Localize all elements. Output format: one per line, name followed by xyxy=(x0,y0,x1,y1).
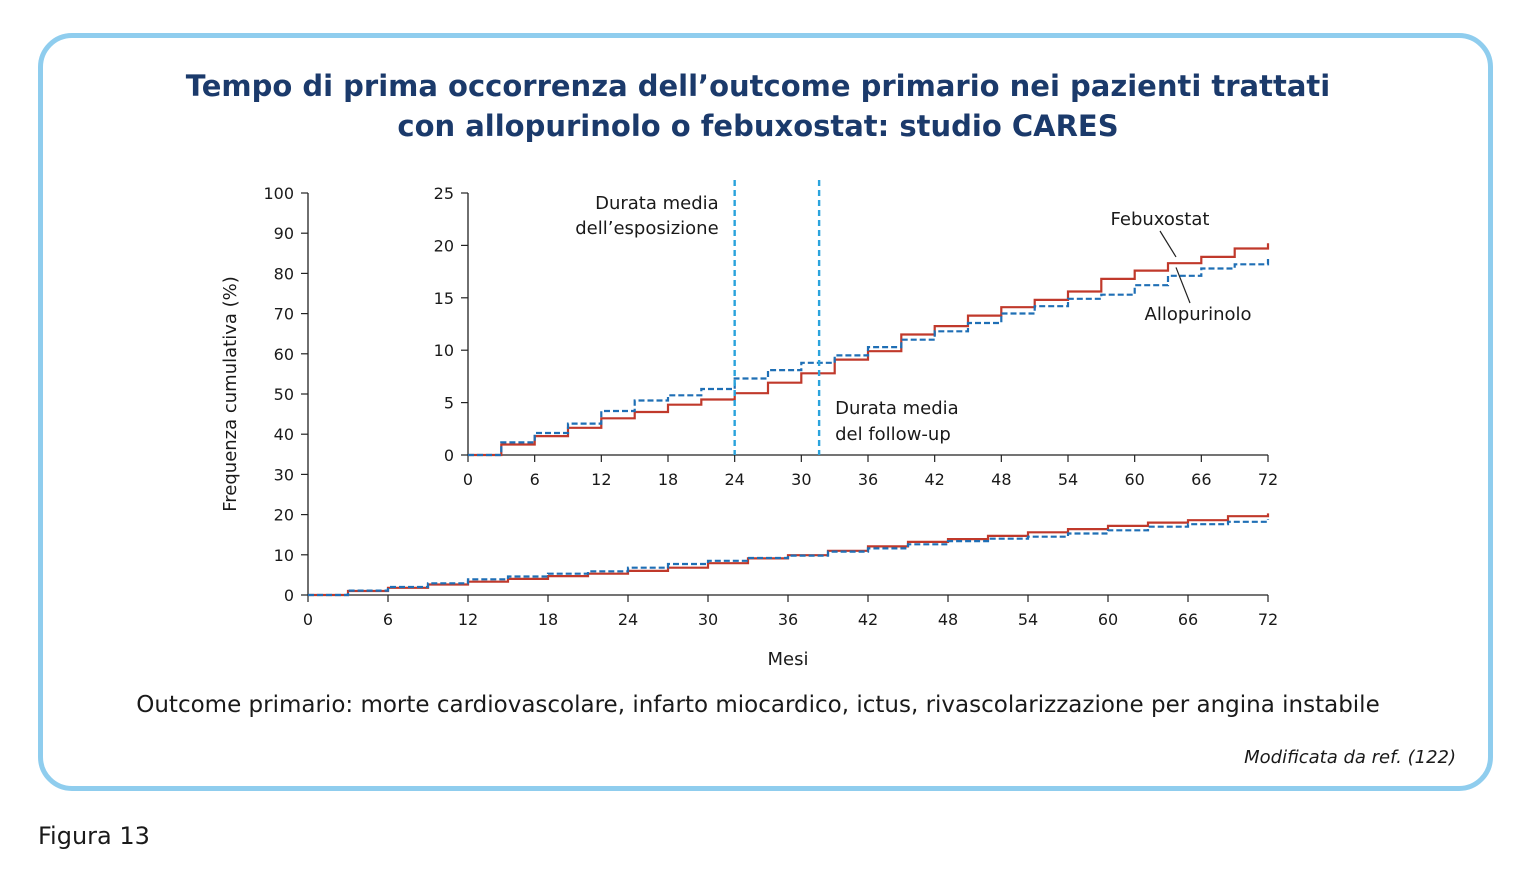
main-x-tick-label: 48 xyxy=(938,610,958,629)
inset-x-tick-label: 36 xyxy=(858,470,878,489)
main-y-tick-label: 20 xyxy=(274,506,294,525)
inset-y-tick-label: 0 xyxy=(444,446,454,465)
chart-title-line-1: Tempo di prima occorrenza dell’outcome p… xyxy=(185,69,1331,103)
main-x-tick-label: 66 xyxy=(1178,610,1198,629)
vline-2-label-line-2: del follow-up xyxy=(835,424,951,445)
main-y-tick-label: 100 xyxy=(263,184,294,203)
inset-x-tick-label: 12 xyxy=(591,470,611,489)
inset-x-tick-label: 24 xyxy=(724,470,744,489)
inset-x-tick-label: 42 xyxy=(924,470,944,489)
main-y-tick-label: 0 xyxy=(284,586,294,605)
inset-x-tick-label: 54 xyxy=(1058,470,1078,489)
inset-x-tick-label: 0 xyxy=(463,470,473,489)
main-x-tick-label: 60 xyxy=(1098,610,1118,629)
vline-2-label-line-1: Durata media xyxy=(835,398,959,419)
vline-1-label-line-2: dell’esposizione xyxy=(575,218,718,239)
main-x-tick-label: 18 xyxy=(538,610,558,629)
main-x-tick-label: 72 xyxy=(1258,610,1278,629)
inset-y-tick-label: 15 xyxy=(434,289,454,308)
source-note: Modificata da ref. (122) xyxy=(1244,747,1456,768)
main-x-tick-label: 54 xyxy=(1018,610,1038,629)
inset-y-tick-label: 5 xyxy=(444,394,454,413)
main-x-tick-label: 30 xyxy=(698,610,718,629)
allopurinolo-leader-line xyxy=(1175,267,1191,304)
outcome-caption: Outcome primario: morte cardiovascolare,… xyxy=(136,692,1380,718)
inset-x-tick-label: 6 xyxy=(530,470,540,489)
main-x-axis-label: Mesi xyxy=(768,649,809,670)
main-x-tick-label: 0 xyxy=(303,610,313,629)
vline-1-label-line-1: Durata media xyxy=(595,193,719,214)
inset-x-tick-label: 72 xyxy=(1258,470,1278,489)
inset-panel: 0 5 10 15 20 25 0 6 12 18 24 30 36 42 48 54 60 66 72 Durata… xyxy=(434,180,1278,489)
allopurinolo-label: Allopurinolo xyxy=(1145,304,1252,325)
main-y-tick-label: 50 xyxy=(274,385,294,404)
main-x-tick-label: 42 xyxy=(858,610,878,629)
main-y-axis-label: Frequenza cumulativa (%) xyxy=(220,276,241,512)
inset-x-tick-label: 30 xyxy=(791,470,811,489)
inset-x-tick-label: 18 xyxy=(658,470,678,489)
inset-x-tick-label: 60 xyxy=(1124,470,1144,489)
main-y-tick-label: 80 xyxy=(274,264,294,283)
febuxostat-leader-line xyxy=(1159,230,1177,258)
inset-y-tick-label: 20 xyxy=(434,236,454,255)
figure-label: Figura 13 xyxy=(38,822,150,850)
main-y-tick-label: 40 xyxy=(274,425,294,444)
main-y-tick-label: 90 xyxy=(274,224,294,243)
figure-frame xyxy=(38,33,1493,791)
main-x-tick-label: 24 xyxy=(618,610,638,629)
main-y-tick-label: 10 xyxy=(274,546,294,565)
main-y-tick-label: 30 xyxy=(274,465,294,484)
chart-title-line-2: con allopurinolo o febuxostat: studio CA… xyxy=(397,109,1119,143)
inset-y-tick-label: 10 xyxy=(434,341,454,360)
inset-series-allopurinolo xyxy=(468,258,1270,457)
inset-x-tick-label: 48 xyxy=(991,470,1011,489)
febuxostat-label: Febuxostat xyxy=(1111,209,1210,230)
main-y-tick-label: 70 xyxy=(274,305,294,324)
inset-y-tick-label: 25 xyxy=(434,184,454,203)
main-x-tick-label: 36 xyxy=(778,610,798,629)
main-x-tick-label: 6 xyxy=(383,610,393,629)
inset-x-tick-label: 66 xyxy=(1191,470,1211,489)
main-y-tick-label: 60 xyxy=(274,345,294,364)
inset-series-febuxostat xyxy=(468,243,1270,457)
main-x-tick-label: 12 xyxy=(458,610,478,629)
chart-title: Tempo di prima occorrenza dell’outcome p… xyxy=(90,66,1426,146)
main-series-allopurinolo xyxy=(308,519,1270,597)
